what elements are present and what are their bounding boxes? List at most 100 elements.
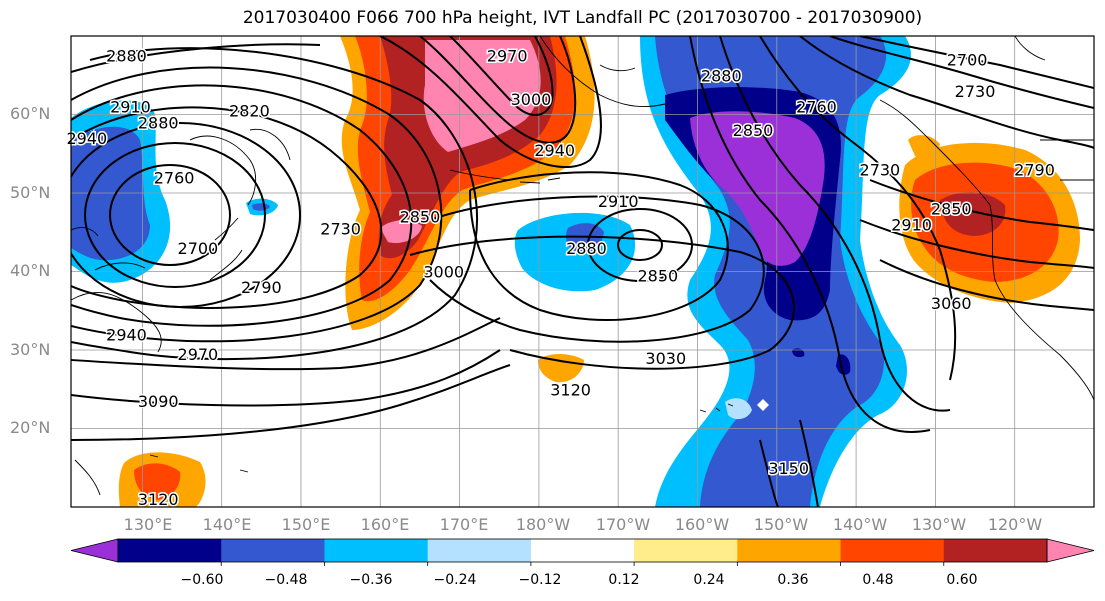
colorbar-segment-1: [118, 539, 222, 562]
contour-e-1: [689, 36, 931, 433]
coast-kamchatka: [189, 128, 291, 206]
contour-w-6: [71, 66, 443, 343]
contour-label-5: 2760: [154, 168, 195, 187]
height-contours: [71, 36, 1094, 507]
contour-e-9: [879, 259, 1094, 311]
contour-e-8: [859, 219, 1094, 269]
contour-label-4: 2820: [229, 102, 270, 121]
contour-label-13: 2970: [487, 47, 528, 66]
contour-label-1: 2910: [110, 98, 151, 117]
contour-label-3: 2880: [138, 113, 179, 132]
coast-hawaii: [699, 403, 734, 413]
contour-e-7: [869, 179, 1094, 231]
contour-label-17: 3000: [423, 263, 464, 282]
lon-label-160w: 160°W: [674, 515, 730, 534]
contour-label-11: 3090: [138, 392, 179, 411]
contour-w-7: [71, 47, 478, 361]
shade-west-mid: [71, 126, 150, 261]
lon-label-170w: 170°W: [595, 515, 651, 534]
contour-w-2: [84, 142, 266, 288]
contour-labels: 2880291029402880282027602700273027902940…: [65, 45, 1056, 511]
colorbar-extend-left: [70, 538, 119, 563]
contour-w-8: [71, 43, 321, 73]
contour-label-27: 2730: [955, 82, 996, 101]
contour-m-4: [429, 195, 765, 343]
colorbar-frame: [117, 538, 1048, 563]
coast-aleutians: [449, 169, 561, 184]
contour-label-16: 2850: [400, 208, 441, 227]
contour-label-23: 2880: [701, 66, 742, 85]
lat-label-30: 30°N: [10, 340, 51, 359]
lat-label-40: 40°N: [10, 261, 51, 280]
cb-label-10: 0.60: [946, 572, 978, 588]
contour-label-32: 3060: [931, 294, 972, 313]
lon-label-150w: 150°W: [753, 515, 809, 534]
lon-label-170e: 170°E: [439, 515, 489, 534]
contour-m-1: [617, 229, 663, 261]
contour-c-3: [449, 36, 554, 116]
colorbar-segment-5: [530, 539, 635, 562]
shade-nw-coast-orange: [908, 135, 940, 158]
contour-e-2: [719, 36, 951, 412]
colorbar-segment-7: [737, 539, 842, 562]
lon-label-150e: 150°E: [281, 515, 331, 534]
contour-label-20: 2850: [637, 266, 678, 285]
contour-label-8: 2790: [241, 278, 282, 297]
lat-label-60: 60°N: [10, 104, 51, 123]
lon-label-160e: 160°E: [360, 515, 410, 534]
contour-label-0: 2880: [106, 47, 147, 66]
colorbar-segment-2: [221, 539, 325, 562]
shade-small-orange: [538, 354, 584, 383]
contour-e-11: [799, 419, 819, 507]
colorbar: [70, 538, 1095, 566]
cb-label-7: 0.24: [693, 572, 725, 588]
contour-label-14: 3000: [511, 90, 552, 109]
contour-label-26: 2700: [947, 51, 988, 70]
lon-label-120w: 120°W: [987, 515, 1043, 534]
contour-w-5: [71, 84, 413, 327]
lon-label-130e: 130°E: [123, 515, 173, 534]
contour-label-10: 2970: [178, 345, 219, 364]
contour-label-21: 3030: [645, 349, 686, 368]
contour-label-18: 2910: [598, 192, 639, 211]
contour-label-31: 2850: [931, 200, 972, 219]
contour-label-19: 2880: [566, 239, 607, 258]
cb-label-8: 0.36: [777, 572, 809, 588]
cb-label-3: −0.36: [349, 572, 393, 588]
shade-east-purple: [690, 111, 825, 266]
contour-label-28: 2730: [860, 160, 901, 179]
contour-e-4: [799, 36, 1094, 149]
contour-c-1: [379, 36, 602, 168]
shade-east-pale: [725, 398, 752, 420]
map-frame: [70, 35, 1095, 508]
contour-c-2: [419, 36, 577, 144]
coast-alaska: [539, 36, 666, 108]
contour-label-25: 2760: [796, 98, 837, 117]
contour-e-3: [759, 36, 957, 381]
colorbar-segment-4: [427, 539, 532, 562]
contour-label-24: 2850: [733, 121, 774, 140]
contour-label-22: 3120: [550, 380, 591, 399]
colorbar-segment-3: [324, 539, 429, 562]
colorbar-segment-9: [943, 539, 1048, 562]
cb-label-6: 0.12: [608, 572, 640, 588]
lon-label-140w: 140°W: [832, 515, 888, 534]
lat-label-50: 50°N: [10, 183, 51, 202]
contour-m-5: [409, 235, 795, 370]
cb-label-5: −0.12: [518, 572, 562, 588]
contour-label-30: 2910: [891, 215, 932, 234]
cb-label-4: −0.24: [433, 572, 477, 588]
contour-label-12: 3120: [138, 490, 179, 509]
cb-label-2: −0.48: [264, 572, 308, 588]
shade-east-white-hole: [757, 399, 769, 411]
contour-label-33: 3150: [768, 459, 809, 478]
contour-label-7: 2730: [320, 219, 361, 238]
shade-midpac-mid: [566, 223, 604, 254]
contour-label-29: 2790: [1014, 160, 1055, 179]
cb-label-9: 0.48: [862, 572, 894, 588]
shade-east-navy3: [792, 348, 805, 358]
figure-title: 2017030400 F066 700 hPa height, IVT Land…: [242, 8, 923, 28]
coastlines: [71, 36, 1094, 496]
colorbar-segment-8: [840, 539, 945, 562]
